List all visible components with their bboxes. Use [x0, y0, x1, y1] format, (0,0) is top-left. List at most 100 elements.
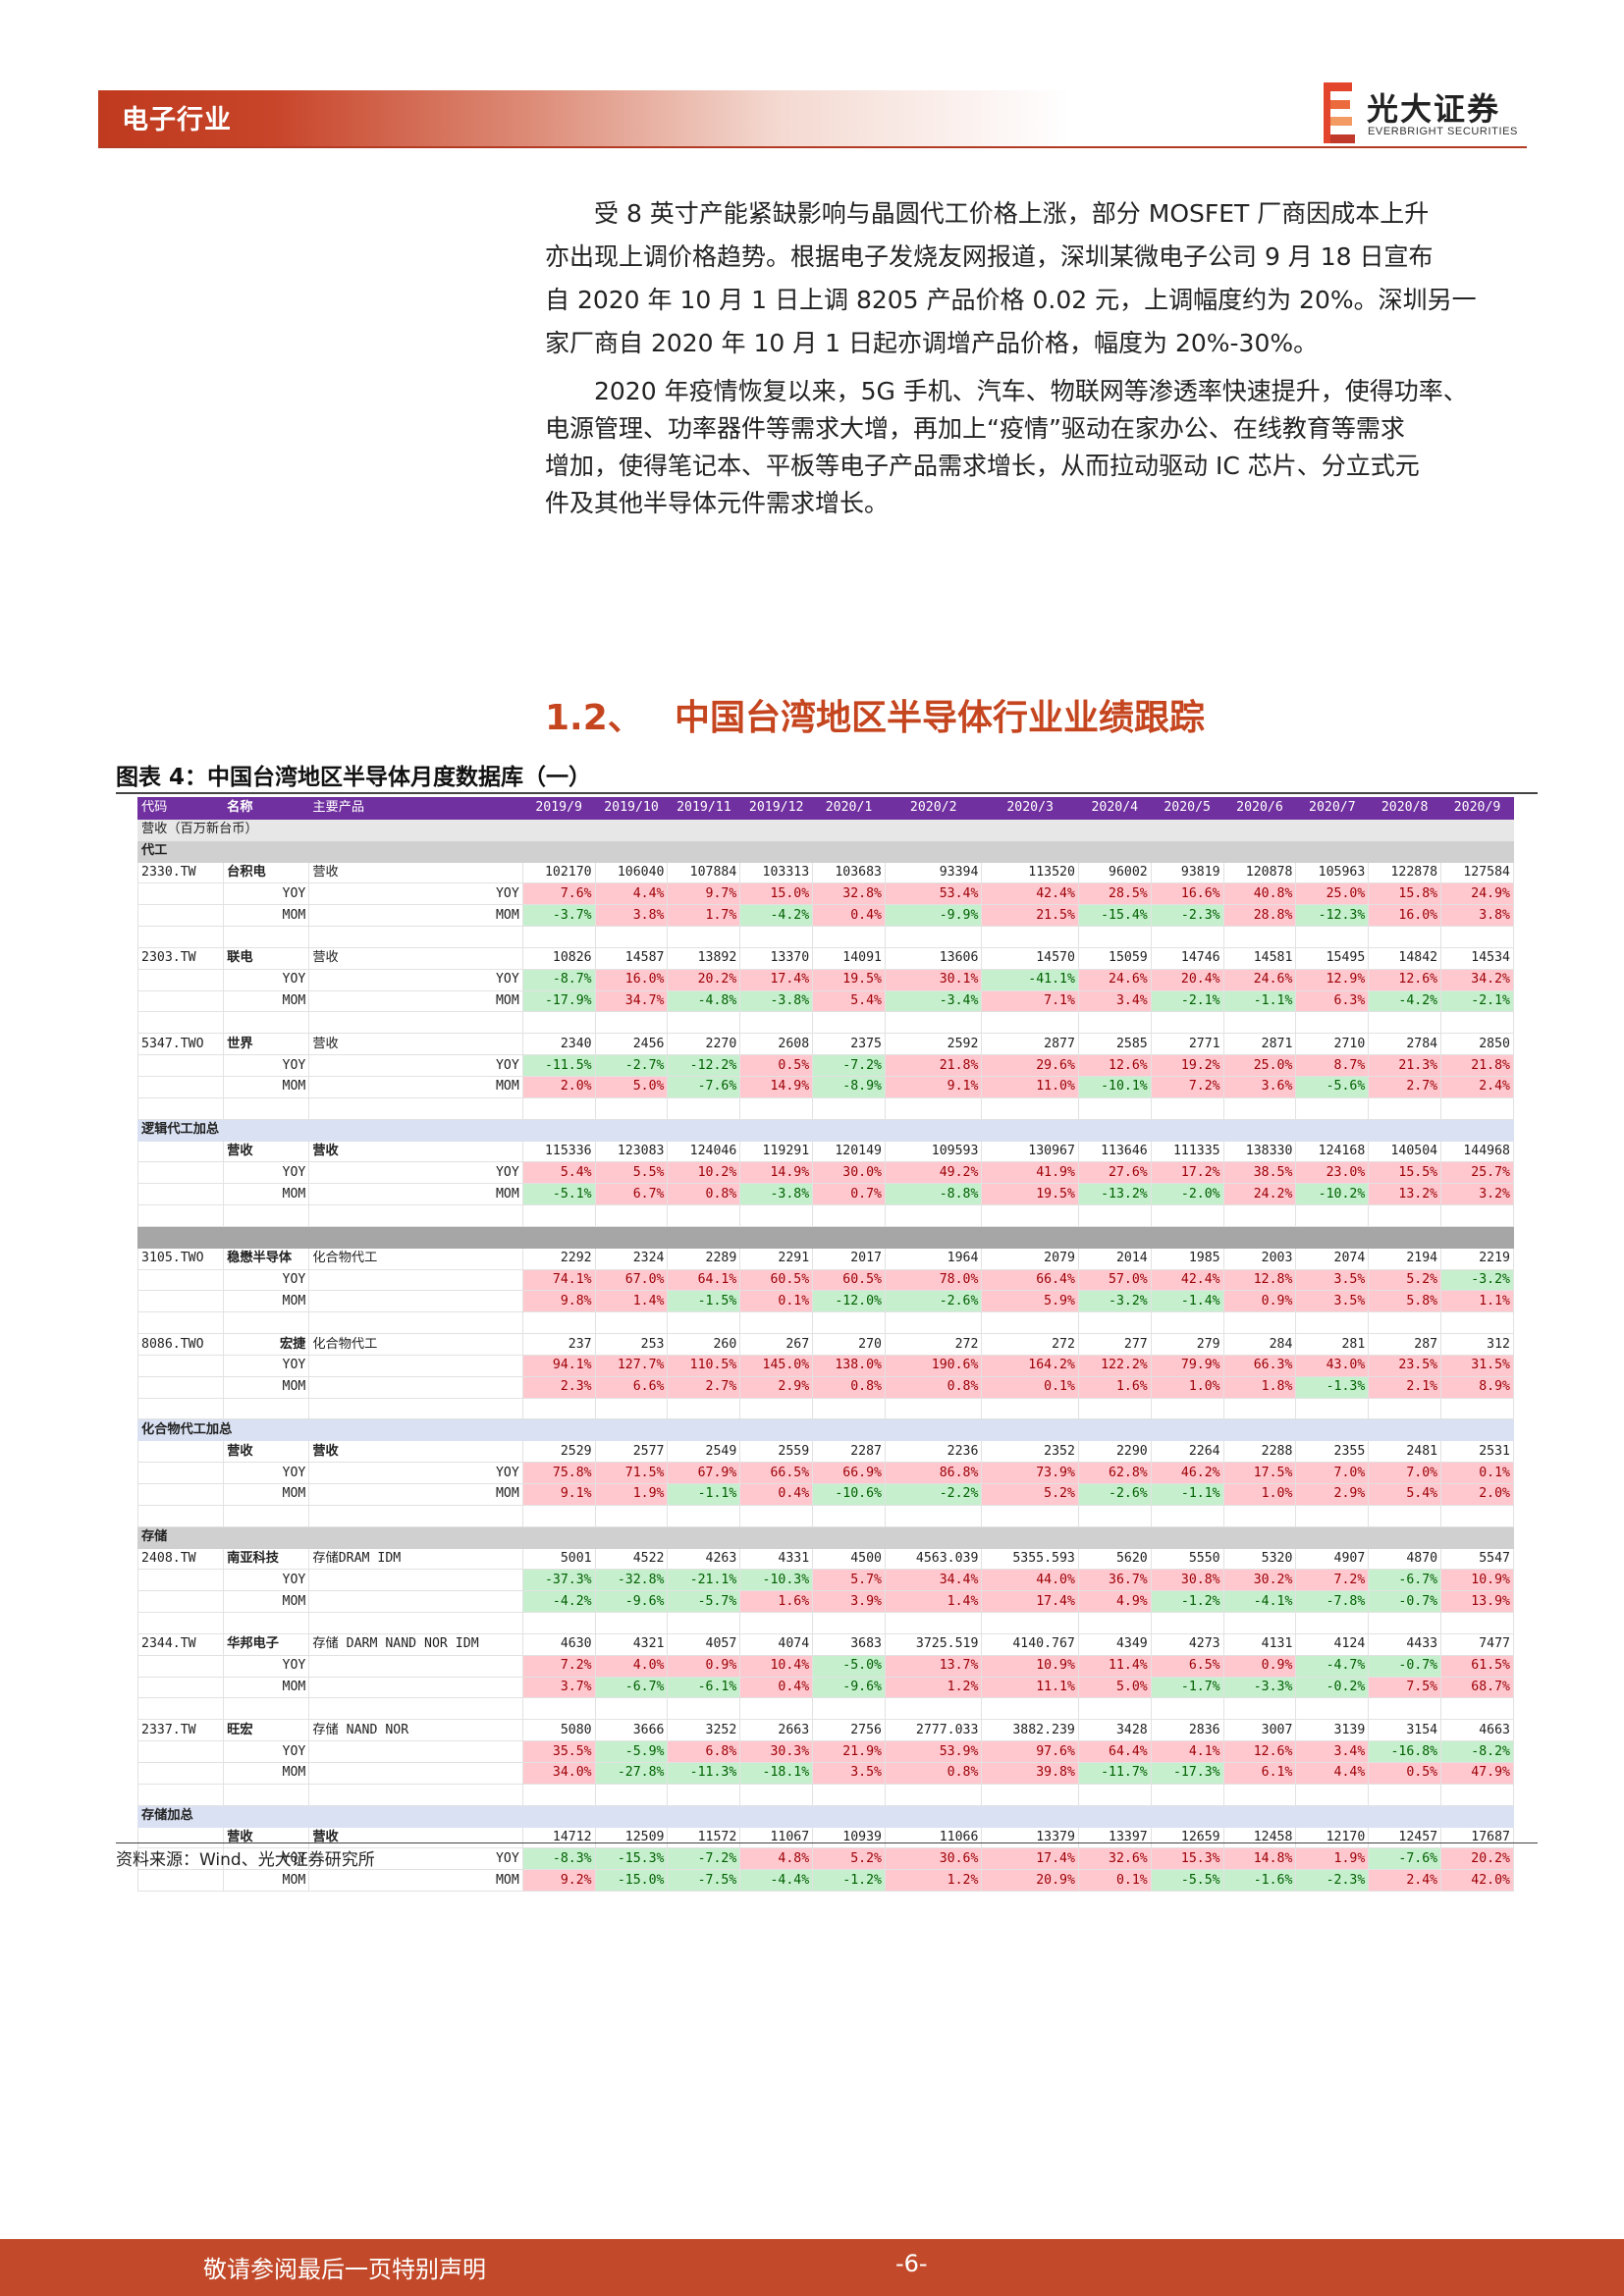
value-cell: 23.0%	[1295, 1161, 1370, 1185]
table-cell	[223, 1311, 310, 1335]
product-cell: YOY	[308, 968, 523, 991]
value-cell: 21.3%	[1368, 1054, 1442, 1077]
table-header-cell: 主要产品	[308, 797, 523, 820]
product-cell: YOY	[308, 1161, 523, 1185]
value-cell: -7.6%	[1368, 1847, 1442, 1871]
table-cell	[223, 926, 310, 948]
table-cell	[1150, 839, 1224, 863]
value-cell: -12.3%	[1295, 904, 1370, 928]
value-cell: 1.9%	[594, 1483, 669, 1506]
ticker-cell	[136, 1054, 225, 1077]
company-name-cell: MOM	[223, 1761, 310, 1785]
table-cell	[223, 1096, 310, 1120]
value-cell: 4522	[594, 1547, 669, 1571]
value-cell: 36.7%	[1077, 1569, 1152, 1592]
table-cell	[812, 1225, 886, 1249]
table-cell	[667, 1225, 741, 1249]
table-row-revenue: 2337.TW 旺宏 存储 NAND NOR 5080 3666 3252 2663 2756…	[136, 1719, 1514, 1742]
value-cell: 73.9%	[981, 1462, 1079, 1484]
paragraph-line: 件及其他半导体元件需求增长。	[545, 489, 890, 517]
value-cell: 0.8%	[884, 1761, 983, 1785]
value-cell: -8.3%	[521, 1847, 596, 1871]
value-cell: -12.2%	[667, 1054, 741, 1077]
table-cell	[521, 1225, 596, 1249]
table-unit-row: 营收（百万新台币）	[137, 818, 1514, 841]
value-cell: 16.0%	[1368, 904, 1442, 928]
value-cell: 2375	[812, 1033, 886, 1056]
table-cell	[1440, 1204, 1514, 1227]
value-cell: 2340	[521, 1033, 596, 1056]
table-cell	[1295, 926, 1370, 948]
value-cell: 237	[521, 1333, 596, 1356]
table-cell	[1295, 1225, 1370, 1249]
value-cell: 0.4%	[739, 1483, 814, 1506]
table-cell	[594, 1504, 669, 1527]
table-cell	[521, 1118, 596, 1142]
value-cell: -37.3%	[521, 1569, 596, 1592]
value-cell: 0.7%	[812, 1183, 886, 1206]
table-cell	[1077, 1011, 1152, 1035]
value-cell: 9.2%	[521, 1869, 596, 1893]
value-cell: 111335	[1150, 1140, 1224, 1163]
table-cell	[1440, 1311, 1514, 1335]
table-row-yoy: YOY YOY 7.6% 4.4% 9.7% 15.0% 32.8% 53.4% 42.4% 28…	[136, 882, 1514, 906]
value-cell: 3139	[1295, 1719, 1370, 1742]
table-cell	[1222, 1804, 1297, 1828]
table-row-yoy: YOY YOY 75.8% 71.5% 67.9% 66.5% 66.9% 86.8% 73.9…	[136, 1462, 1514, 1484]
table-cell	[308, 1397, 523, 1420]
table-header-cell: 2020/2	[884, 797, 983, 820]
table-cell	[981, 839, 1079, 863]
table-cell	[1295, 1011, 1370, 1035]
value-cell: 4.1%	[1150, 1740, 1224, 1763]
ticker-cell	[136, 1590, 225, 1614]
table-cell	[981, 1804, 1079, 1828]
table-cell	[981, 1504, 1079, 1527]
table-cell	[1150, 1804, 1224, 1828]
ticker-cell	[136, 1161, 225, 1185]
value-cell: 64.4%	[1077, 1740, 1152, 1763]
product-cell: MOM	[308, 904, 523, 928]
table-cell	[1295, 1118, 1370, 1142]
table-cell	[1077, 1225, 1152, 1249]
value-cell: 2577	[594, 1440, 669, 1464]
table-row-yoy: YOY -37.3% -32.8% -21.1% -10.3% 5.7% 34.4% 44.0…	[136, 1569, 1514, 1592]
value-cell: 12458	[1222, 1826, 1297, 1849]
value-cell: 3683	[812, 1632, 886, 1656]
table-cell	[981, 1225, 1079, 1249]
table-header-cell: 2020/3	[981, 797, 1079, 820]
value-cell: -4.1%	[1222, 1590, 1297, 1614]
table-cell	[1150, 1204, 1224, 1227]
value-cell: 31.5%	[1440, 1354, 1514, 1377]
value-cell: 3.2%	[1440, 1183, 1514, 1206]
value-cell: 13.2%	[1368, 1183, 1442, 1206]
figure-top-rule	[116, 792, 1538, 794]
table-cell	[1222, 1525, 1297, 1549]
product-cell: 营收	[308, 946, 523, 970]
value-cell: 5620	[1077, 1547, 1152, 1571]
ticker-cell	[136, 1869, 225, 1893]
value-cell: 1.8%	[1222, 1375, 1297, 1399]
paragraph-line: 亦出现上调价格趋势。根据电子发烧友网报道，深圳某微电子公司 9 月 18 日宣布	[545, 242, 1434, 271]
table-cell	[1368, 1011, 1442, 1035]
table-subtotal-row: 存储加总	[137, 1804, 1514, 1828]
table-spacer-row	[136, 1011, 1514, 1035]
table-cell	[1368, 926, 1442, 948]
table-cell	[136, 1697, 225, 1721]
value-cell: 23.5%	[1368, 1354, 1442, 1377]
value-cell: 1.4%	[594, 1290, 669, 1313]
table-cell	[521, 1418, 596, 1442]
value-cell: -2.6%	[1077, 1483, 1152, 1506]
value-cell: -8.2%	[1440, 1740, 1514, 1763]
value-cell: 20.2%	[1440, 1847, 1514, 1871]
ticker-cell	[136, 1569, 225, 1592]
table-cell	[223, 1697, 310, 1721]
paragraph-demand: 2020 年疫情恢复以来，5G 手机、汽车、物联网等渗透率快速提升，使得功率、 …	[545, 373, 1523, 522]
table-cell	[884, 1118, 983, 1142]
value-cell: 2079	[981, 1247, 1079, 1270]
value-cell: 138.0%	[812, 1354, 886, 1377]
table-cell	[1295, 1418, 1370, 1442]
product-cell: 营收	[308, 861, 523, 884]
value-cell: 35.5%	[521, 1740, 596, 1763]
table-cell	[1368, 1118, 1442, 1142]
value-cell: 122.2%	[1077, 1354, 1152, 1377]
